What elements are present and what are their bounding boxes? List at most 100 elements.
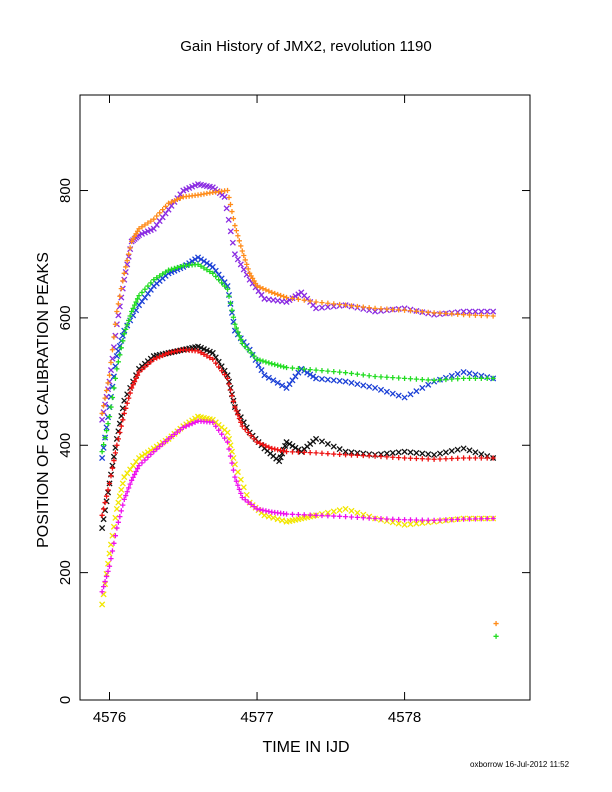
data-point [174,264,180,271]
data-point [154,275,160,281]
data-point [419,376,425,383]
data-point [226,381,232,387]
data-point [419,309,425,315]
data-point [466,455,473,461]
series-group-1-cross [99,181,497,423]
data-point [165,200,172,206]
data-point [437,310,443,316]
data-point [235,329,241,335]
data-point [142,222,148,228]
data-point [229,392,235,399]
data-point [148,218,154,224]
data-point [275,362,281,368]
data-point [360,304,366,310]
data-point [204,353,210,359]
chart-title: Gain History of JMX2, revolution 1190 [180,38,432,55]
data-point [251,353,257,359]
data-point [431,310,437,316]
data-point [425,456,431,462]
series-group-2-plus [99,261,496,455]
data-point [198,350,204,356]
data-point [121,397,128,404]
data-point [336,377,343,385]
data-point [478,375,484,381]
data-point [232,474,238,480]
data-point [272,290,278,297]
data-point [266,288,272,294]
data-point [218,363,225,370]
data-point [210,419,216,425]
data-point [313,299,319,305]
data-point [401,455,408,461]
data-point [157,210,163,216]
data-point [99,449,105,455]
data-point [466,516,473,522]
data-point [490,455,496,461]
data-point [171,265,178,271]
data-point [260,358,266,364]
data-point [118,286,124,292]
data-point [112,533,119,539]
data-point [142,364,148,370]
series-group-4-cross [99,413,497,608]
data-point [313,435,320,442]
data-point [116,493,123,500]
data-point [117,429,123,436]
data-point [127,390,133,396]
data-point [118,345,124,351]
data-point [204,267,210,273]
data-point [372,373,378,380]
data-point [142,286,148,292]
data-point [239,248,245,254]
data-point [139,366,145,373]
data-point [224,372,231,379]
data-point [289,449,296,455]
data-point [108,404,114,410]
data-point [425,377,431,383]
data-point [229,239,236,246]
data-point [99,512,105,518]
data-point [109,394,116,401]
data-point [112,514,119,521]
data-point [295,511,301,518]
data-point [396,455,402,461]
data-point [239,423,245,429]
data-point [120,278,126,284]
data-point [129,385,135,391]
data-point [157,273,163,279]
data-point [325,513,331,519]
data-point [425,517,431,523]
data-point [407,376,414,382]
data-point [130,305,136,311]
data-point [123,492,129,499]
data-point [235,233,241,239]
data-point [378,453,384,460]
data-point [171,198,178,204]
data-point [115,436,121,442]
data-point [289,442,296,449]
data-point [366,515,372,521]
data-point [115,499,122,506]
data-point [413,308,419,314]
data-point [134,465,141,472]
data-point [207,355,213,361]
data-point [145,220,151,226]
data-point [460,308,467,315]
data-point [230,314,237,320]
data-point [130,474,136,480]
data-point [484,308,491,315]
data-point [126,395,132,401]
data-point [419,384,426,392]
data-point [274,516,281,523]
data-point [448,372,455,379]
data-point [138,453,146,460]
data-point [201,265,207,271]
data-point [197,256,205,263]
data-point [168,266,175,272]
data-point [455,455,461,461]
data-point [162,438,169,445]
data-point [224,375,231,381]
data-point [378,374,384,380]
data-point [114,525,120,531]
data-point [105,568,111,574]
